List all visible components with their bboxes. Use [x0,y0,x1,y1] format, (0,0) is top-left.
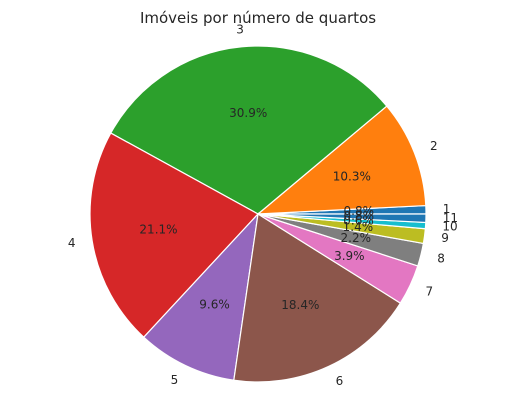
slice-percent-label-11: 0.8% [344,209,375,223]
slice-percent-label-4: 21.1% [139,223,177,237]
slice-percent-label-5: 9.6% [199,297,230,311]
slice-percent-label-6: 18.4% [281,298,319,312]
slice-category-label-7: 7 [425,285,433,299]
slice-percent-label-2: 10.3% [333,170,371,184]
slice-category-label-11: 11 [443,211,458,225]
slice-category-label-8: 8 [437,251,445,265]
slice-category-label-6: 6 [336,374,344,388]
slice-percent-label-3: 30.9% [229,106,267,120]
slice-category-label-2: 2 [430,139,438,153]
slice-percent-label-7: 3.9% [334,249,365,263]
slice-category-label-4: 4 [68,236,76,250]
chart-title: Imóveis por número de quartos [140,9,376,27]
slice-category-label-5: 5 [171,373,179,387]
slice-category-label-3: 3 [236,23,244,37]
